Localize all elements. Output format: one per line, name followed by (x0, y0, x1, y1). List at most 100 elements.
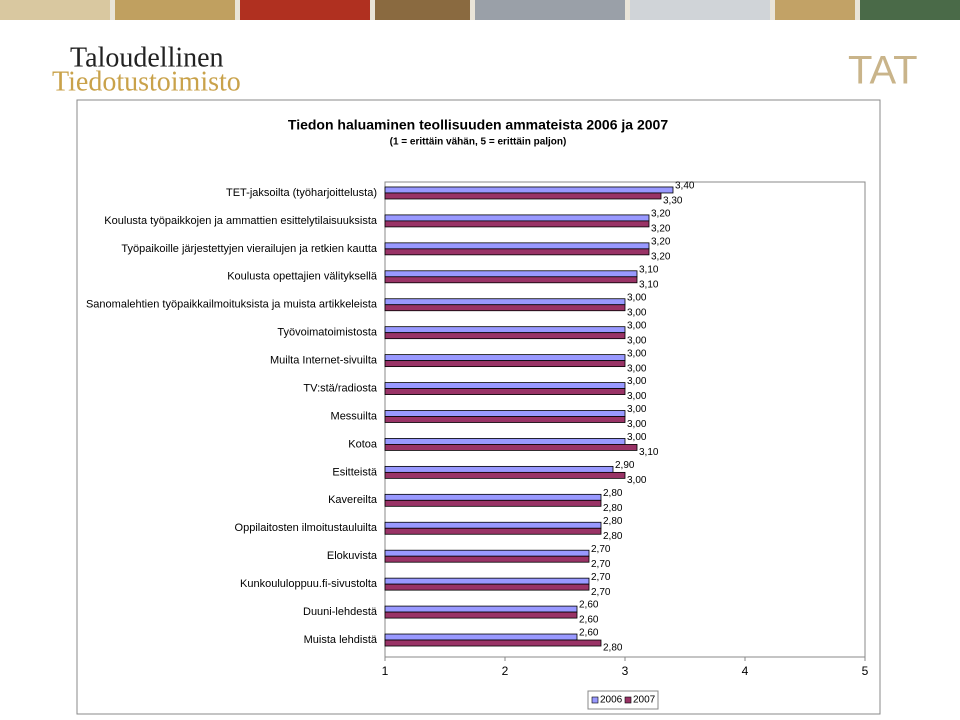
bar (384, 186, 674, 194)
value-label: 3,20 (651, 236, 671, 247)
x-tick-label: 1 (382, 664, 389, 678)
value-label: 3,00 (627, 335, 647, 346)
bar (384, 471, 626, 479)
y-tick-label: Kotoa (348, 438, 378, 450)
value-label: 3,00 (627, 307, 647, 318)
bar (384, 633, 578, 641)
legend-swatch (591, 696, 599, 704)
value-label: 3,00 (627, 391, 647, 402)
value-label: 3,00 (627, 475, 647, 486)
value-label: 3,00 (627, 404, 647, 415)
y-tick-label: Elokuvista (327, 550, 378, 562)
value-label: 2,60 (579, 600, 599, 611)
value-label: 3,30 (663, 196, 683, 207)
bar (384, 332, 626, 340)
header-strip (0, 0, 960, 20)
bar (384, 527, 602, 535)
bar (384, 214, 650, 222)
bar (384, 465, 614, 473)
value-label: 2,80 (603, 488, 623, 499)
y-tick-label: Muilta Internet-sivuilta (270, 355, 378, 367)
bar (384, 270, 638, 278)
value-label: 2,70 (591, 544, 611, 555)
y-tick-label: Työvoimatoimistosta (277, 327, 378, 339)
value-label: 2,70 (591, 587, 611, 598)
value-label: 2,60 (579, 615, 599, 626)
value-label: 3,00 (627, 363, 647, 374)
legend-swatch (624, 696, 632, 704)
bar (384, 493, 602, 501)
value-label: 3,10 (639, 447, 659, 458)
bar (384, 360, 626, 368)
y-tick-label: TET-jaksoilta (työharjoittelusta) (226, 187, 377, 199)
bar (384, 326, 626, 334)
bar (384, 499, 602, 507)
bar (384, 304, 626, 312)
value-label: 2,80 (603, 531, 623, 542)
bar (384, 555, 590, 563)
y-tick-label: Kunkoululoppuu.fi-sivustolta (240, 578, 378, 590)
y-tick-label: Duuni-lehdestä (303, 606, 378, 618)
bar (384, 410, 626, 417)
bar (384, 438, 626, 445)
bar (384, 220, 650, 228)
bar (384, 577, 590, 585)
y-tick-label: Kavereilta (328, 494, 378, 506)
y-tick-label: Messuilta (331, 410, 378, 422)
value-label: 3,10 (639, 264, 659, 275)
legend-box (587, 690, 659, 710)
value-label: 3,00 (627, 376, 647, 387)
chart-title: Tiedon haluaminen teollisuuden ammateist… (288, 117, 668, 133)
value-label: 2,70 (591, 572, 611, 583)
logo-line1: Taloudellinen (70, 42, 224, 73)
bar (384, 242, 650, 250)
value-label: 2,80 (603, 503, 623, 514)
y-tick-label: Koulusta työpaikkojen ja ammattien esitt… (104, 215, 378, 227)
bar (384, 298, 626, 306)
bar (384, 549, 590, 557)
logo-line2: Tiedotustoimisto (52, 66, 241, 97)
legend-label: 2007 (633, 695, 656, 706)
value-label: 3,00 (627, 432, 647, 443)
y-tick-label: Esitteistä (332, 466, 378, 478)
value-label: 3,20 (651, 209, 671, 220)
value-label: 2,90 (615, 460, 635, 471)
chart-subtitle: (1 = erittäin vähän, 5 = erittäin paljon… (390, 137, 567, 148)
x-tick-label: 5 (862, 664, 869, 678)
value-label: 3,00 (627, 320, 647, 331)
bar (384, 248, 650, 256)
bar (384, 276, 638, 284)
legend-label: 2006 (600, 695, 623, 706)
bar (384, 639, 602, 647)
y-tick-label: Työpaikoille järjestettyjen vierailujen … (121, 243, 377, 255)
x-tick-label: 3 (622, 664, 629, 678)
value-label: 2,80 (603, 643, 623, 654)
value-label: 3,00 (627, 292, 647, 303)
bar (384, 444, 638, 451)
bar (384, 611, 578, 619)
bar (384, 416, 626, 423)
bar (384, 192, 662, 200)
bar (384, 605, 578, 613)
x-tick-label: 2 (502, 664, 509, 678)
y-tick-label: TV:stä/radiosta (303, 382, 377, 394)
value-label: 3,10 (639, 279, 659, 290)
value-label: 2,80 (603, 516, 623, 527)
logo-right: TAT (848, 49, 918, 93)
y-tick-label: Muista lehdistä (304, 634, 378, 646)
y-tick-label: Oppilaitosten ilmoitustauluilta (235, 522, 378, 534)
value-label: 2,70 (591, 559, 611, 570)
value-label: 2,60 (579, 628, 599, 639)
bar (384, 382, 626, 389)
bar (384, 521, 602, 529)
value-label: 3,40 (675, 181, 695, 192)
bar (384, 583, 590, 591)
value-label: 3,20 (651, 251, 671, 262)
y-tick-label: Koulusta opettajien välityksellä (227, 271, 378, 283)
bar (384, 354, 626, 362)
x-tick-label: 4 (742, 664, 749, 678)
value-label: 3,00 (627, 419, 647, 430)
value-label: 3,20 (651, 224, 671, 235)
